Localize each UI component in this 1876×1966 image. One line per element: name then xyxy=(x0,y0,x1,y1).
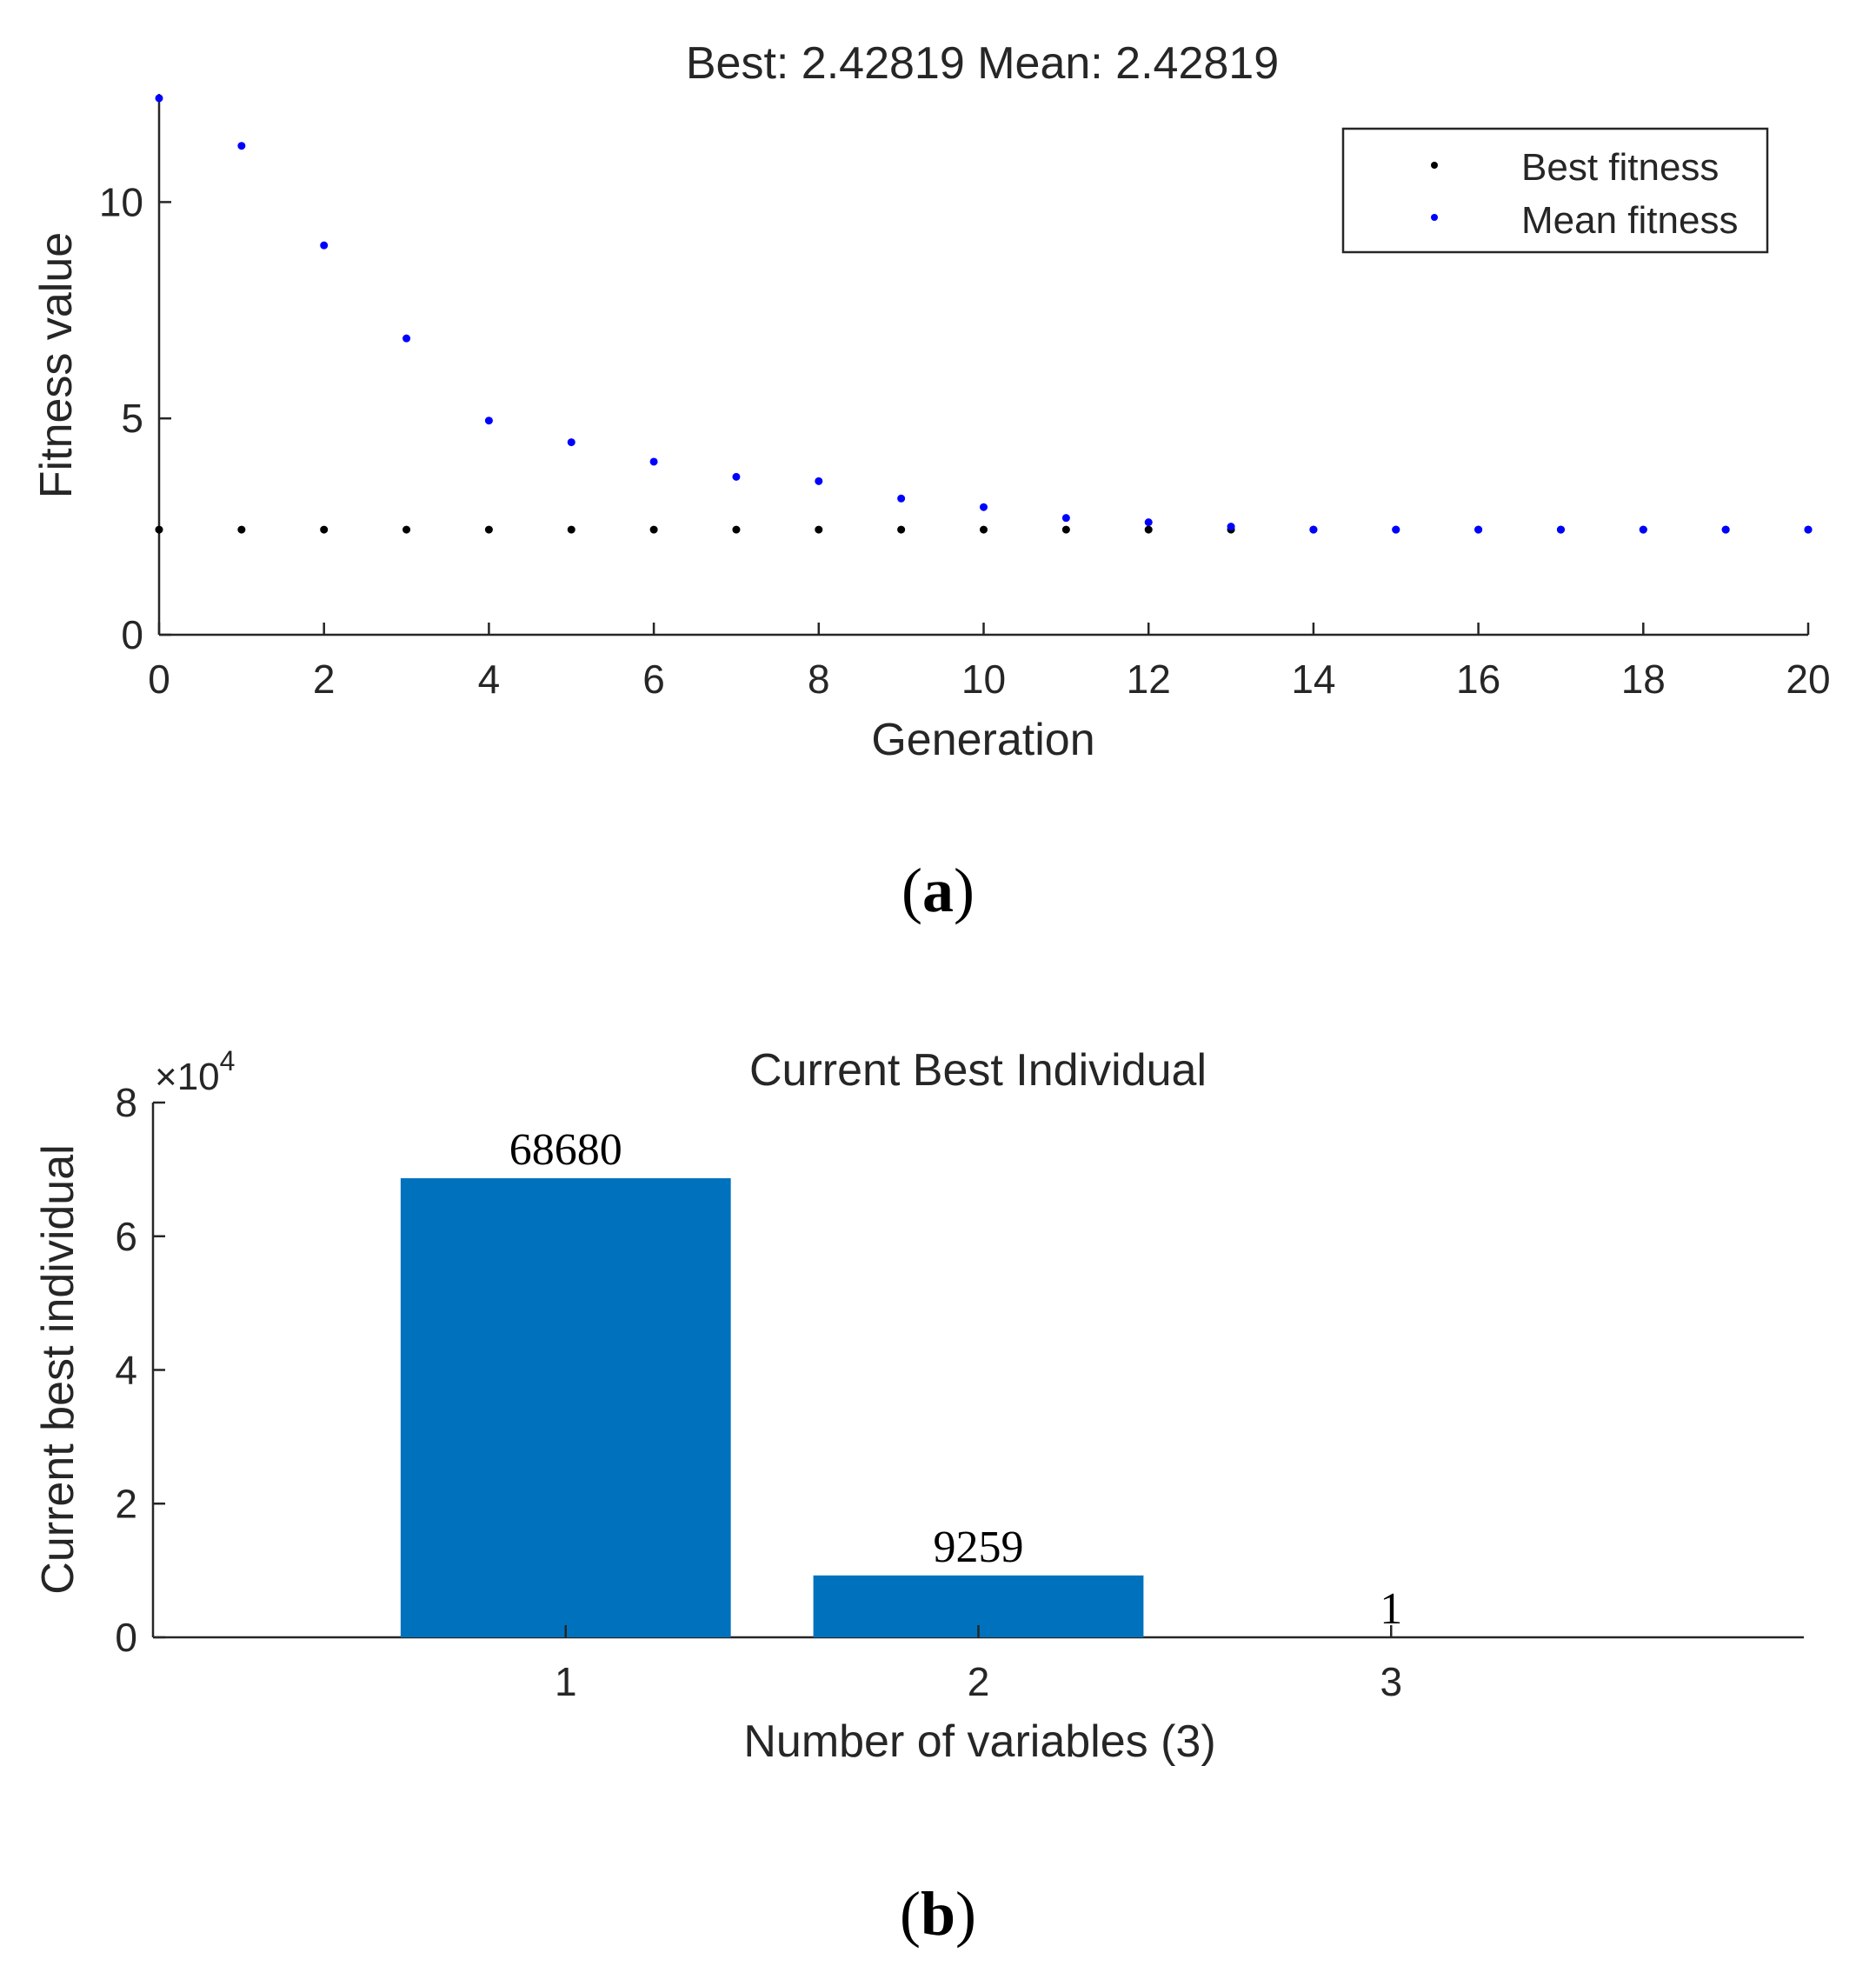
chart-b-title: Current Best Individual xyxy=(749,1045,1207,1096)
chart-a-x-tick-label: 6 xyxy=(642,656,665,702)
chart-a-y-label: Fitness value xyxy=(31,232,82,498)
chart-b-y-tick-label: 6 xyxy=(115,1214,137,1259)
chart-b-x-label: Number of variables (3) xyxy=(743,1716,1215,1767)
chart-b-bars xyxy=(400,1178,1557,1637)
data-point xyxy=(1144,525,1153,534)
best-individual-chart: Current Best Individual 1 2 3 0 2 4 6 8 68680 9… xyxy=(33,1045,1804,1949)
legend-best-label: Best fitness xyxy=(1521,146,1719,189)
chart-b-data-labels: 68680 9259 1 xyxy=(509,1125,1403,1634)
legend-box xyxy=(1341,127,1769,254)
data-point xyxy=(484,525,493,534)
data-point xyxy=(897,494,906,503)
data-point xyxy=(980,503,988,511)
data-point xyxy=(402,525,411,534)
chart-a-title: Best: 2.42819 Mean: 2.42819 xyxy=(686,38,1279,89)
chart-b-x-tick-label: 1 xyxy=(555,1659,577,1704)
data-point xyxy=(567,438,575,447)
chart-a-y-tick-label: 0 xyxy=(121,612,143,657)
data-point xyxy=(567,525,575,534)
chart-a-x-label: Generation xyxy=(871,715,1094,765)
data-point xyxy=(237,525,246,534)
bar-1 xyxy=(400,1178,731,1637)
chart-a-legend: Best fitness Mean fitness xyxy=(1341,127,1769,254)
chart-a-x-tick-label: 0 xyxy=(148,656,170,702)
chart-a-x-tick-label: 18 xyxy=(1621,656,1666,702)
data-point xyxy=(1639,525,1647,534)
chart-b-x-tick-label: 3 xyxy=(1380,1659,1402,1704)
data-point xyxy=(732,472,741,481)
data-point xyxy=(155,94,163,103)
chart-a-x-ticks: 0 2 4 6 8 10 12 14 16 18 20 xyxy=(148,623,1831,702)
chart-a-x-tick-label: 12 xyxy=(1127,656,1171,702)
bar-value-label: 1 xyxy=(1380,1584,1402,1634)
data-point xyxy=(980,525,988,534)
legend-mean-marker xyxy=(1431,214,1438,221)
data-point xyxy=(320,241,329,250)
data-point xyxy=(1804,525,1813,534)
data-point xyxy=(1556,525,1565,534)
bar-value-label: 9259 xyxy=(934,1523,1024,1572)
chart-a-series xyxy=(155,94,1813,534)
data-point xyxy=(320,525,329,534)
data-point xyxy=(815,525,823,534)
panel-label-a: (a) xyxy=(901,856,975,925)
chart-a-x-tick-label: 20 xyxy=(1786,656,1830,702)
bar-value-label: 68680 xyxy=(509,1125,622,1175)
data-point xyxy=(649,457,658,466)
data-point xyxy=(1227,523,1235,531)
chart-a-x-tick-label: 10 xyxy=(961,656,1006,702)
legend-mean-label: Mean fitness xyxy=(1521,199,1738,242)
chart-a-x-tick-label: 14 xyxy=(1291,656,1335,702)
chart-a-x-tick-label: 2 xyxy=(313,656,336,702)
data-point xyxy=(1144,518,1153,527)
y-axis-multiplier: ×104 xyxy=(155,1045,235,1098)
data-point xyxy=(1309,525,1318,534)
chart-a-y-tick-label: 10 xyxy=(99,179,143,224)
chart-b-y-tick-label: 2 xyxy=(115,1481,137,1526)
chart-a-x-tick-label: 4 xyxy=(478,656,501,702)
chart-b-x-ticks: 1 2 3 xyxy=(555,1625,1402,1704)
fitness-chart: Best: 2.42819 Mean: 2.42819 0 2 4 6 8 10 12 14 1… xyxy=(31,38,1831,925)
data-point xyxy=(649,525,658,534)
chart-b-y-ticks: 0 2 4 6 8 xyxy=(115,1080,165,1660)
chart-a-x-tick-label: 8 xyxy=(808,656,830,702)
data-point xyxy=(402,334,411,343)
data-point xyxy=(237,142,246,150)
panel-label-b: (b) xyxy=(900,1879,976,1949)
chart-a-y-tick-label: 5 xyxy=(121,396,143,441)
data-point xyxy=(1474,525,1483,534)
data-point xyxy=(1721,525,1730,534)
data-point xyxy=(897,525,906,534)
data-point xyxy=(1392,525,1400,534)
data-point xyxy=(1061,514,1070,523)
data-point xyxy=(484,417,493,425)
chart-a-x-tick-label: 16 xyxy=(1456,656,1500,702)
chart-b-y-label: Current best individual xyxy=(33,1144,83,1594)
data-point xyxy=(815,477,823,485)
series-mean-fitness xyxy=(155,94,1813,534)
chart-a-y-ticks: 0 5 10 xyxy=(99,179,171,657)
chart-b-y-tick-label: 0 xyxy=(115,1615,137,1660)
chart-b-y-tick-label: 8 xyxy=(115,1080,137,1125)
chart-b-x-tick-label: 2 xyxy=(968,1659,990,1704)
data-point xyxy=(732,525,741,534)
chart-b-y-tick-label: 4 xyxy=(115,1348,137,1393)
data-point xyxy=(155,525,163,534)
data-point xyxy=(1061,525,1070,534)
legend-best-marker xyxy=(1431,162,1438,169)
